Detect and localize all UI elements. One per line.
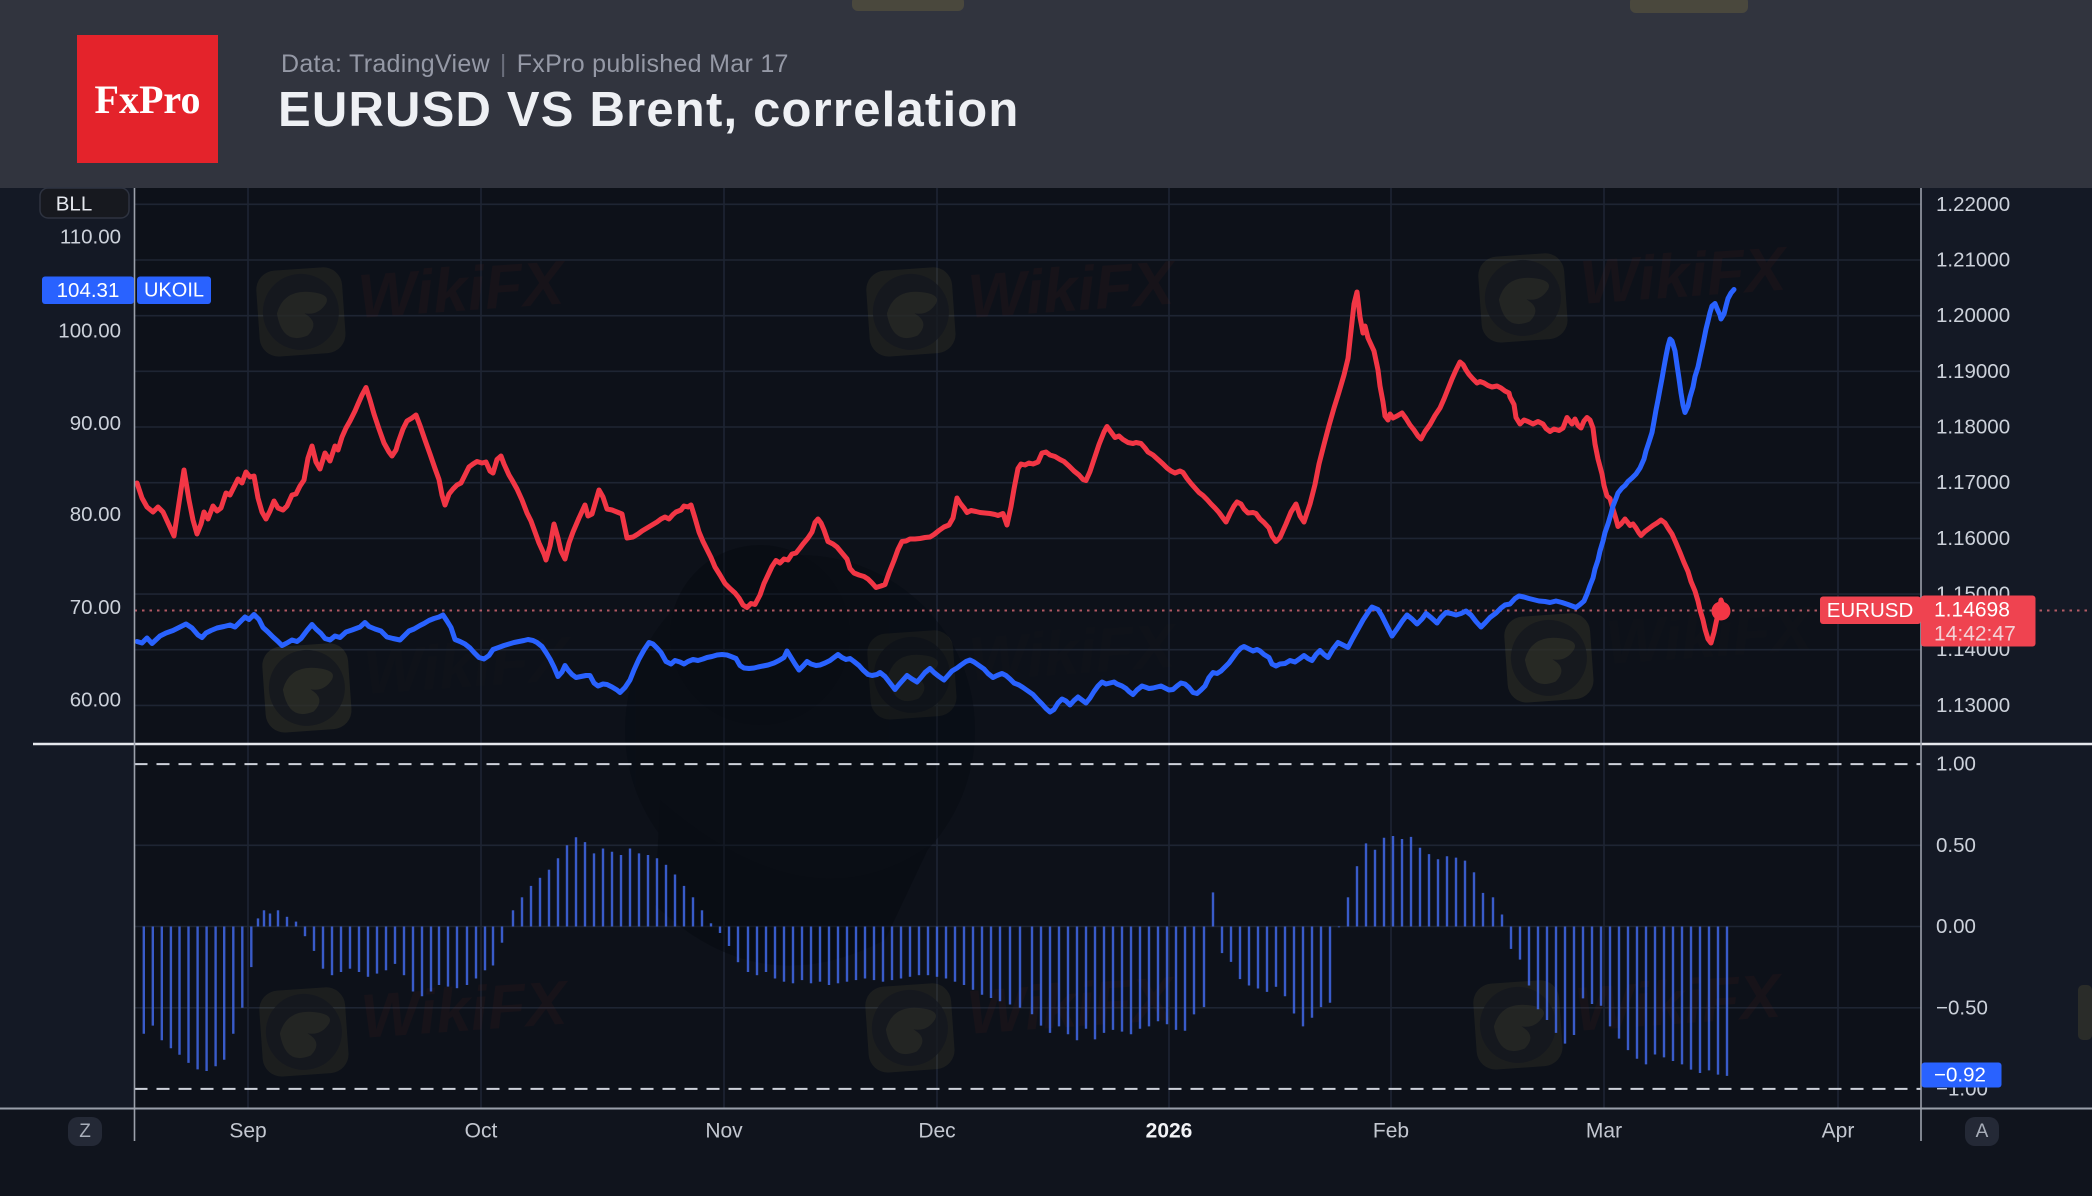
svg-text:−0.50: −0.50 — [1936, 996, 1988, 1019]
svg-text:A: A — [1976, 1121, 1989, 1142]
svg-text:Dec: Dec — [918, 1120, 955, 1143]
svg-text:0.50: 0.50 — [1936, 834, 1976, 857]
svg-text:1.19000: 1.19000 — [1936, 360, 2010, 383]
svg-text:WikiFX: WikiFX — [356, 248, 570, 331]
svg-text:80.00: 80.00 — [70, 503, 121, 526]
svg-text:0.00: 0.00 — [1936, 915, 1976, 938]
svg-text:1.13000: 1.13000 — [1936, 694, 2010, 717]
svg-text:Nov: Nov — [705, 1120, 743, 1143]
svg-text:−0.92: −0.92 — [1934, 1064, 1986, 1087]
svg-text:EURUSD: EURUSD — [1827, 599, 1914, 622]
svg-text:Oct: Oct — [465, 1120, 498, 1143]
svg-text:1.22000: 1.22000 — [1936, 193, 2010, 216]
svg-text:110.00: 110.00 — [60, 226, 121, 249]
svg-text:1.21000: 1.21000 — [1936, 249, 2010, 272]
svg-text:Z: Z — [79, 1121, 91, 1142]
svg-text:Apr: Apr — [1822, 1120, 1855, 1143]
svg-text:90.00: 90.00 — [70, 412, 121, 435]
svg-text:WikiFX: WikiFX — [967, 611, 1181, 694]
svg-text:1.14698: 1.14698 — [1934, 599, 2010, 622]
svg-text:WikiFX: WikiFX — [965, 964, 1179, 1047]
svg-text:100.00: 100.00 — [58, 319, 121, 342]
svg-text:WikiFX: WikiFX — [966, 248, 1180, 331]
svg-text:BLL: BLL — [56, 193, 92, 216]
svg-text:UKOIL: UKOIL — [144, 280, 204, 302]
svg-text:WikiFX: WikiFX — [1573, 961, 1787, 1044]
svg-text:14:42:47: 14:42:47 — [1934, 623, 2016, 646]
svg-text:1.18000: 1.18000 — [1936, 416, 2010, 439]
svg-text:1.20000: 1.20000 — [1936, 304, 2010, 327]
svg-text:WikiFX: WikiFX — [359, 968, 573, 1051]
svg-text:WikiFX: WikiFX — [1578, 234, 1792, 317]
svg-text:1.16000: 1.16000 — [1936, 527, 2010, 550]
svg-text:70.00: 70.00 — [70, 596, 121, 619]
svg-text:1.17000: 1.17000 — [1936, 471, 2010, 494]
svg-text:1.00: 1.00 — [1936, 753, 1976, 776]
svg-text:Mar: Mar — [1586, 1120, 1622, 1143]
svg-text:60.00: 60.00 — [70, 688, 121, 711]
svg-text:Feb: Feb — [1373, 1120, 1409, 1143]
svg-text:2026: 2026 — [1146, 1120, 1193, 1143]
svg-text:104.31: 104.31 — [57, 279, 120, 302]
svg-text:Sep: Sep — [229, 1120, 266, 1143]
